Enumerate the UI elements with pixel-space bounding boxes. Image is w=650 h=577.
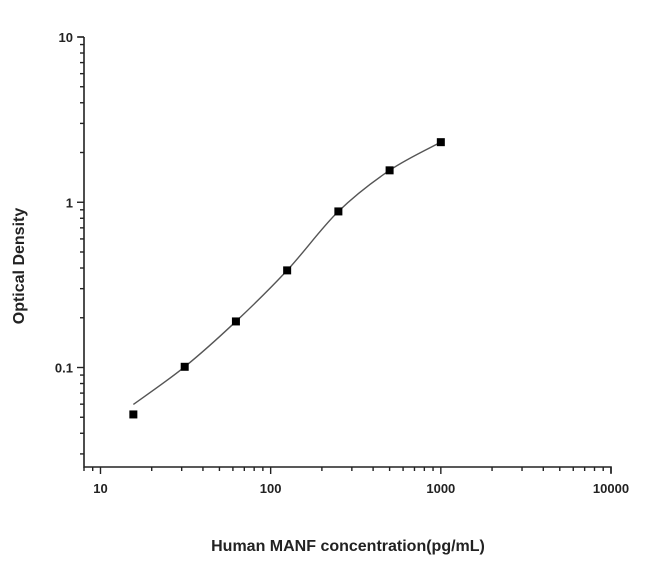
data-point-marker [334,207,343,216]
y-tick-label: 1 [66,195,73,210]
x-tick-label: 10000 [593,481,629,496]
tick-labels: 10 100 1000 10000 0.1 1 10 [55,30,629,496]
x-tick-label: 100 [260,481,282,496]
axis-lines [83,37,612,473]
y-tick-label: 0.1 [55,361,73,376]
data-points [129,138,445,419]
y-tick-label: 10 [59,30,73,45]
x-tick-label: 10 [93,481,107,496]
data-point-marker [436,138,445,147]
data-point-marker [385,166,394,175]
axes [83,37,612,473]
tick-marks [77,36,612,474]
data-point-marker [180,362,189,371]
data-point-marker [129,410,138,419]
y-axis-title: Optical Density [11,208,28,325]
x-tick-label: 1000 [426,481,455,496]
data-point-marker [231,317,240,326]
data-point-marker [283,266,292,275]
x-axis-title: Human MANF concentration(pg/mL) [211,538,485,555]
